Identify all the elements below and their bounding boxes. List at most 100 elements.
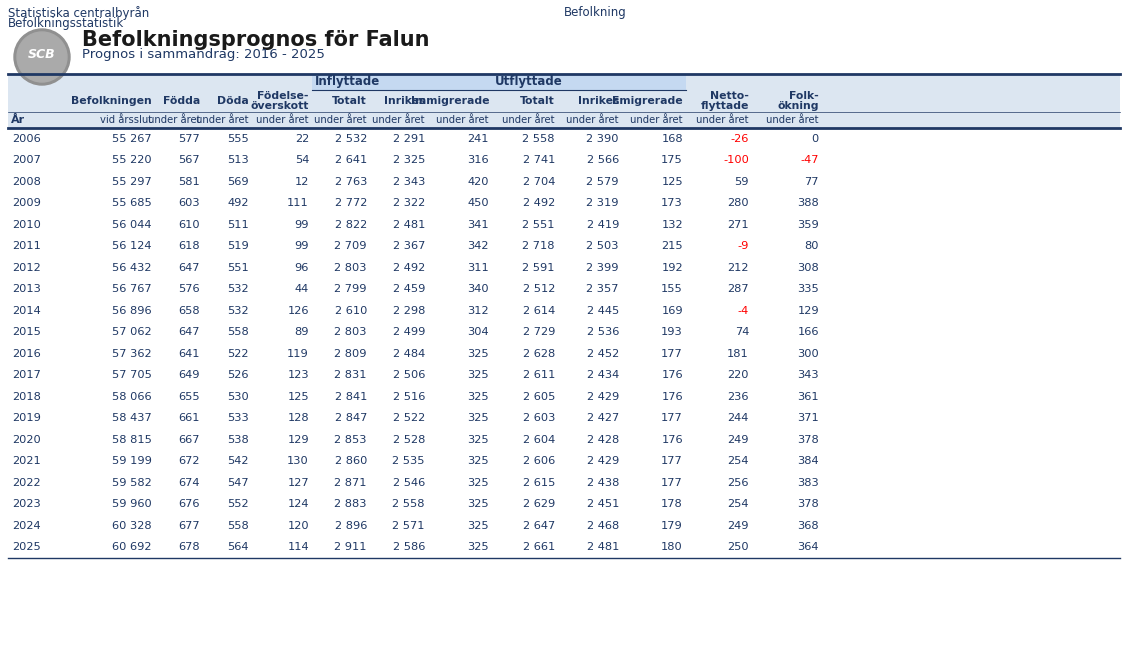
Text: 2025: 2025 bbox=[12, 542, 41, 552]
Text: 212: 212 bbox=[728, 263, 749, 273]
Text: 54: 54 bbox=[294, 156, 309, 166]
Text: under året: under året bbox=[196, 115, 249, 125]
Text: Immigrerade: Immigrerade bbox=[411, 96, 490, 106]
Text: Befolkningsstatistik: Befolkningsstatistik bbox=[8, 17, 124, 30]
Text: 378: 378 bbox=[797, 499, 819, 509]
Text: 96: 96 bbox=[294, 263, 309, 273]
Text: 177: 177 bbox=[661, 349, 682, 359]
Text: 220: 220 bbox=[728, 370, 749, 380]
Text: 2 799: 2 799 bbox=[335, 284, 367, 294]
Text: 176: 176 bbox=[661, 435, 682, 445]
Text: 177: 177 bbox=[661, 456, 682, 466]
Text: 564: 564 bbox=[228, 542, 249, 552]
Text: 577: 577 bbox=[178, 134, 200, 144]
Text: 522: 522 bbox=[228, 349, 249, 359]
Text: 603: 603 bbox=[178, 198, 200, 209]
Text: 2 492: 2 492 bbox=[522, 198, 555, 209]
Text: 2 535: 2 535 bbox=[393, 456, 425, 466]
Text: 2 481: 2 481 bbox=[587, 542, 619, 552]
Text: 641: 641 bbox=[178, 349, 200, 359]
Text: 57 362: 57 362 bbox=[113, 349, 152, 359]
Text: 193: 193 bbox=[661, 327, 682, 337]
Text: 2 428: 2 428 bbox=[587, 435, 619, 445]
Text: 89: 89 bbox=[294, 327, 309, 337]
Text: Netto-
flyttade: Netto- flyttade bbox=[700, 91, 749, 111]
Text: 304: 304 bbox=[467, 327, 490, 337]
Text: 111: 111 bbox=[288, 198, 309, 209]
Text: 2 429: 2 429 bbox=[587, 392, 619, 402]
Text: 2 558: 2 558 bbox=[522, 134, 555, 144]
Text: under året: under året bbox=[437, 115, 490, 125]
Text: under året: under året bbox=[372, 115, 425, 125]
Text: 2 499: 2 499 bbox=[393, 327, 425, 337]
Text: 2 628: 2 628 bbox=[522, 349, 555, 359]
Text: 325: 325 bbox=[467, 435, 490, 445]
Text: under året: under året bbox=[256, 115, 309, 125]
Text: 168: 168 bbox=[661, 134, 682, 144]
Text: 215: 215 bbox=[661, 241, 682, 252]
Text: 677: 677 bbox=[178, 521, 200, 531]
Text: 155: 155 bbox=[661, 284, 682, 294]
Text: 610: 610 bbox=[178, 220, 200, 230]
Text: 2022: 2022 bbox=[12, 478, 41, 488]
Text: 120: 120 bbox=[288, 521, 309, 531]
Text: 56 896: 56 896 bbox=[113, 306, 152, 316]
Text: 181: 181 bbox=[728, 349, 749, 359]
Text: 249: 249 bbox=[728, 435, 749, 445]
Text: under året: under året bbox=[767, 115, 819, 125]
Text: 176: 176 bbox=[661, 370, 682, 380]
Text: 2 603: 2 603 bbox=[522, 413, 555, 423]
Text: 2 343: 2 343 bbox=[393, 177, 425, 187]
Text: 2 604: 2 604 bbox=[522, 435, 555, 445]
Text: 325: 325 bbox=[467, 370, 490, 380]
Text: 2 512: 2 512 bbox=[522, 284, 555, 294]
Text: Inrikes: Inrikes bbox=[578, 96, 619, 106]
Text: 678: 678 bbox=[178, 542, 200, 552]
Text: 569: 569 bbox=[228, 177, 249, 187]
Text: 250: 250 bbox=[728, 542, 749, 552]
Text: 384: 384 bbox=[797, 456, 819, 466]
Text: 2016: 2016 bbox=[12, 349, 41, 359]
Text: 55 220: 55 220 bbox=[113, 156, 152, 166]
Text: 114: 114 bbox=[288, 542, 309, 552]
Text: 44: 44 bbox=[294, 284, 309, 294]
Text: 55 267: 55 267 bbox=[113, 134, 152, 144]
Text: 672: 672 bbox=[178, 456, 200, 466]
Text: Befolkningsprognos för Falun: Befolkningsprognos för Falun bbox=[82, 30, 430, 50]
Text: 2009: 2009 bbox=[12, 198, 41, 209]
Text: 2 772: 2 772 bbox=[335, 198, 367, 209]
Text: 676: 676 bbox=[178, 499, 200, 509]
Text: 280: 280 bbox=[728, 198, 749, 209]
Text: 361: 361 bbox=[797, 392, 819, 402]
Text: 12: 12 bbox=[294, 177, 309, 187]
Text: 371: 371 bbox=[797, 413, 819, 423]
Text: 300: 300 bbox=[797, 349, 819, 359]
Text: 325: 325 bbox=[467, 478, 490, 488]
Text: 2 536: 2 536 bbox=[587, 327, 619, 337]
Text: 667: 667 bbox=[178, 435, 200, 445]
Text: Födelse-
överskott: Födelse- överskott bbox=[250, 91, 309, 111]
Text: 368: 368 bbox=[797, 521, 819, 531]
Text: 2013: 2013 bbox=[12, 284, 41, 294]
Text: 256: 256 bbox=[728, 478, 749, 488]
Text: 56 044: 56 044 bbox=[113, 220, 152, 230]
Text: 2 492: 2 492 bbox=[393, 263, 425, 273]
Text: 192: 192 bbox=[661, 263, 682, 273]
Text: 538: 538 bbox=[227, 435, 249, 445]
Text: 59 960: 59 960 bbox=[113, 499, 152, 509]
Text: 311: 311 bbox=[467, 263, 490, 273]
Text: 2012: 2012 bbox=[12, 263, 41, 273]
Text: 58 066: 58 066 bbox=[113, 392, 152, 402]
Text: 2 459: 2 459 bbox=[393, 284, 425, 294]
Text: 364: 364 bbox=[797, 542, 819, 552]
Text: 513: 513 bbox=[227, 156, 249, 166]
Text: 55 685: 55 685 bbox=[113, 198, 152, 209]
Text: 249: 249 bbox=[728, 521, 749, 531]
Text: 342: 342 bbox=[467, 241, 490, 252]
Text: År: År bbox=[11, 115, 25, 125]
Text: 2 571: 2 571 bbox=[393, 521, 425, 531]
Text: 2 803: 2 803 bbox=[335, 263, 367, 273]
Text: 2 729: 2 729 bbox=[522, 327, 555, 337]
Text: 542: 542 bbox=[228, 456, 249, 466]
Text: 325: 325 bbox=[467, 413, 490, 423]
